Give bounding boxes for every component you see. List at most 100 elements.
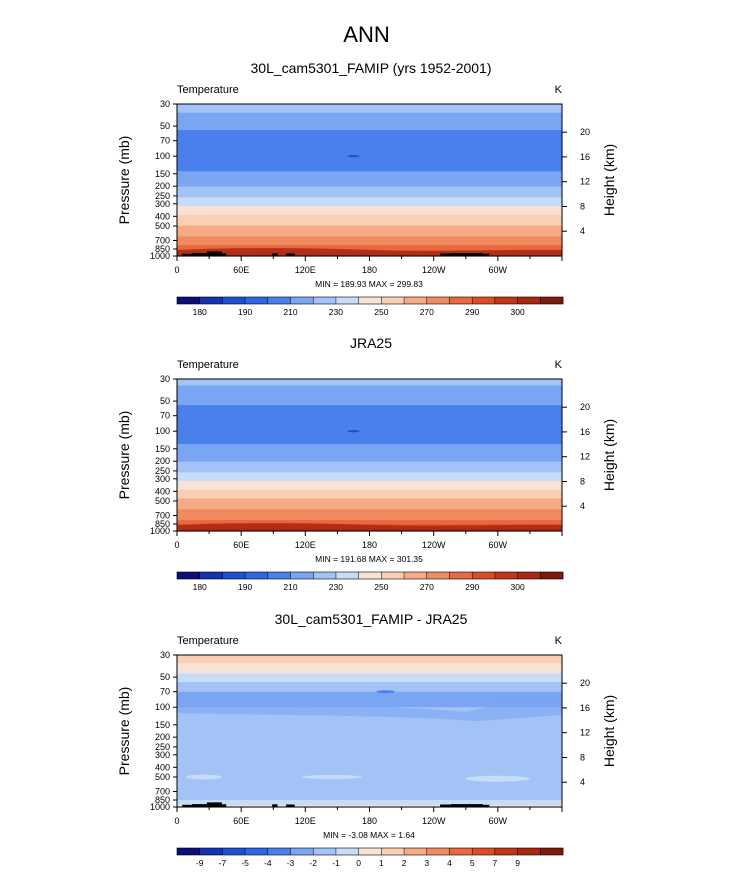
terrain-mask: [221, 253, 227, 256]
near-zero-contour: [185, 774, 222, 780]
colorbar-label: 1: [379, 858, 384, 868]
colorbar-swatch: [290, 848, 314, 855]
colorbar-label: 230: [329, 582, 343, 592]
height-tick-label: 4: [580, 226, 585, 236]
contour-band: [177, 214, 562, 227]
height-tick-label: 16: [580, 152, 590, 162]
colorbar-label: -9: [196, 858, 204, 868]
contour-band: [177, 682, 562, 693]
pressure-tick-label: 70: [160, 687, 170, 697]
axis-ticks: 3050701001502002503004005007008501000481…: [150, 650, 590, 826]
colorbar-swatch: [449, 297, 473, 304]
colorbar-swatch: [426, 297, 450, 304]
lon-tick-label: 180: [362, 816, 377, 826]
cold-spot-contour: [347, 155, 360, 158]
colorbar-label: 250: [374, 307, 388, 317]
pressure-tick-label: 30: [160, 650, 170, 660]
contour-band: [177, 405, 562, 445]
colorbar-label: 180: [193, 582, 207, 592]
contour-band: [177, 691, 562, 708]
contour-plot: [176, 378, 563, 532]
pressure-tick-label: 300: [155, 750, 170, 760]
colorbar-swatch: [199, 572, 223, 579]
colorbar-swatch: [381, 297, 405, 304]
colorbar-swatch: [449, 572, 473, 579]
terrain-mask: [221, 804, 227, 807]
units-label: K: [555, 359, 563, 371]
colorbar-label: 2: [402, 858, 407, 868]
colorbar-label: 3: [424, 858, 429, 868]
terrain-mask: [272, 253, 278, 256]
units-label: K: [555, 635, 563, 647]
colorbar-label: -1: [332, 858, 340, 868]
height-tick-label: 20: [580, 127, 590, 137]
colorbar-swatch: [517, 572, 541, 579]
contour-band: [177, 498, 562, 510]
height-tick-label: 8: [580, 753, 585, 763]
colorbar-swatch: [472, 297, 496, 304]
lon-tick-label: 0: [174, 540, 179, 550]
colorbar-label: -3: [287, 858, 295, 868]
colorbar-swatch: [267, 297, 291, 304]
cold-spot-contour: [347, 430, 360, 433]
variable-label: Temperature: [177, 359, 239, 371]
contour-band: [177, 489, 562, 500]
units-label: K: [555, 84, 563, 96]
colorbar-swatch: [177, 848, 201, 855]
pressure-tick-label: 250: [155, 742, 170, 752]
colorbar-frame: [176, 296, 564, 305]
contour-band: [177, 112, 562, 131]
contour-band: [177, 805, 562, 807]
contour-band: [177, 130, 562, 172]
right-axis-label: Height (km): [601, 695, 617, 767]
colorbar-swatch: [313, 848, 337, 855]
pressure-tick-label: 850: [155, 244, 170, 254]
colorbar-swatch: [199, 297, 223, 304]
contour-band: [177, 707, 562, 808]
terrain-mask: [182, 804, 192, 807]
negative-spot-contour: [376, 690, 395, 694]
colorbar-label: 7: [493, 858, 498, 868]
panel-title: JRA25: [350, 335, 392, 351]
colorbar: -9 -7 -5 -4 -3 -2 -1 0 1 2 3 4 5 7 9: [176, 847, 564, 868]
lon-tick-label: 0: [174, 816, 179, 826]
colorbar-swatch: [494, 572, 518, 579]
colorbar-swatch: [177, 297, 201, 304]
lon-tick-label: 180: [362, 540, 377, 550]
colorbar-label: 300: [511, 582, 525, 592]
terrain-mask: [440, 804, 451, 807]
pressure-tick-label: 70: [160, 136, 170, 146]
colorbar-swatch: [381, 572, 405, 579]
terrain-mask: [206, 251, 222, 256]
terrain-mask: [182, 253, 192, 256]
height-tick-label: 8: [580, 477, 585, 487]
height-tick-label: 4: [580, 777, 585, 787]
lon-tick-label: 60E: [233, 816, 249, 826]
terrain-mask: [450, 253, 483, 256]
colorbar-label: 4: [447, 858, 452, 868]
colorbar-swatch: [426, 848, 450, 855]
contour-band: [177, 461, 562, 473]
axis-ticks: 3050701001502002503004005007008501000481…: [150, 374, 590, 550]
colorbar-swatch: [472, 572, 496, 579]
lon-tick-label: 60W: [489, 265, 508, 275]
panel-difference: 30L_cam5301_FAMIP - JRA25 Temperature K …: [116, 611, 617, 868]
panel-observation: JRA25 Temperature K 30507010015020025030…: [116, 335, 617, 592]
colorbar-label: 9: [515, 858, 520, 868]
pressure-tick-label: 1000: [150, 526, 170, 536]
colorbar-label: 210: [283, 307, 297, 317]
pressure-tick-label: 100: [155, 702, 170, 712]
colorbar-swatch: [358, 848, 382, 855]
contour-band: [177, 800, 562, 807]
colorbar-swatch: [358, 572, 382, 579]
contour-band: [177, 206, 562, 216]
colorbar-swatch: [381, 848, 405, 855]
contour-band: [177, 673, 562, 683]
contour-band: [177, 385, 562, 406]
colorbar-swatch: [494, 848, 518, 855]
right-axis-label: Height (km): [601, 144, 617, 216]
figure-title: ANN: [343, 22, 389, 47]
y-axis-label: Pressure (mb): [116, 136, 132, 225]
colorbar-label: 0: [356, 858, 361, 868]
lon-tick-label: 120W: [422, 540, 446, 550]
